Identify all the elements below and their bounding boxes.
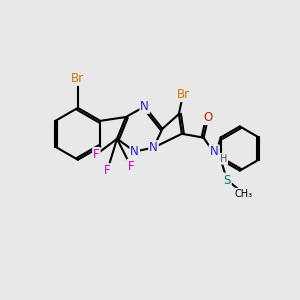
- Text: F: F: [104, 164, 111, 177]
- Text: O: O: [204, 111, 213, 124]
- Text: N: N: [149, 141, 158, 154]
- Text: CH₃: CH₃: [235, 189, 253, 199]
- Text: S: S: [224, 173, 231, 187]
- Text: N: N: [130, 145, 139, 158]
- Text: F: F: [128, 160, 134, 173]
- Text: F: F: [93, 148, 100, 161]
- Text: N: N: [209, 145, 218, 158]
- Text: Br: Br: [176, 88, 190, 101]
- Text: Br: Br: [71, 72, 84, 85]
- Text: H: H: [220, 154, 227, 164]
- Text: N: N: [140, 100, 149, 113]
